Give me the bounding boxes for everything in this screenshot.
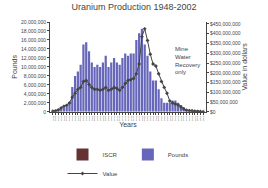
- svg-text:1984: 1984: [152, 115, 155, 121]
- svg-text:1972: 1972: [118, 115, 121, 121]
- svg-text:1957: 1957: [77, 115, 80, 121]
- svg-text:1958: 1958: [79, 115, 82, 121]
- svg-text:Pounds: Pounds: [11, 55, 18, 79]
- svg-text:MineWaterRecoveryonly: MineWaterRecoveryonly: [175, 46, 200, 75]
- svg-text:16,000,000: 16,000,000: [21, 37, 46, 43]
- svg-text:20,000,000: 20,000,000: [21, 19, 46, 25]
- svg-text:1965: 1965: [99, 115, 102, 121]
- svg-text:1982: 1982: [146, 115, 149, 121]
- svg-text:Value: Value: [103, 171, 119, 177]
- svg-text:1953: 1953: [65, 115, 68, 121]
- svg-text:2000: 2000: [196, 115, 199, 121]
- svg-text:2,000,000: 2,000,000: [24, 100, 46, 106]
- svg-text:Pounds: Pounds: [168, 152, 188, 158]
- svg-text:$450,000,000: $450,000,000: [210, 21, 241, 27]
- svg-text:1999: 1999: [194, 115, 197, 121]
- svg-text:1951: 1951: [60, 115, 63, 121]
- svg-text:4,000,000: 4,000,000: [24, 91, 46, 97]
- svg-text:1966: 1966: [102, 115, 105, 121]
- svg-text:1987: 1987: [160, 115, 163, 121]
- svg-text:1995: 1995: [182, 115, 185, 121]
- svg-text:1964: 1964: [96, 115, 99, 121]
- svg-text:Years: Years: [119, 121, 137, 128]
- svg-text:1954: 1954: [68, 115, 71, 121]
- svg-text:12,000,000: 12,000,000: [21, 55, 46, 61]
- svg-text:$250,000,000: $250,000,000: [210, 60, 241, 66]
- svg-text:1998: 1998: [191, 115, 194, 121]
- svg-text:1971: 1971: [116, 115, 119, 121]
- svg-text:0: 0: [43, 109, 46, 115]
- svg-text:1990: 1990: [169, 115, 172, 121]
- svg-text:1989: 1989: [166, 115, 169, 121]
- svg-text:$50,000,000: $50,000,000: [210, 99, 238, 105]
- svg-text:1992: 1992: [174, 115, 177, 121]
- svg-text:1976: 1976: [130, 115, 133, 121]
- svg-text:1977: 1977: [132, 115, 135, 121]
- svg-text:1997: 1997: [188, 115, 191, 121]
- svg-text:1996: 1996: [185, 115, 188, 121]
- svg-text:1967: 1967: [104, 115, 107, 121]
- svg-text:1974: 1974: [124, 115, 127, 121]
- svg-text:1956: 1956: [74, 115, 77, 121]
- svg-text:2002: 2002: [202, 115, 205, 121]
- svg-text:1993: 1993: [177, 115, 180, 121]
- svg-text:1952: 1952: [63, 115, 66, 121]
- svg-text:1994: 1994: [180, 115, 183, 121]
- svg-text:10,000,000: 10,000,000: [21, 64, 46, 70]
- svg-text:1949: 1949: [54, 115, 57, 121]
- svg-text:1991: 1991: [171, 115, 174, 121]
- svg-text:Value in dollars: Value in dollars: [241, 43, 248, 91]
- svg-text:1963: 1963: [93, 115, 96, 121]
- svg-text:18,000,000: 18,000,000: [21, 28, 46, 34]
- svg-text:$350,000,000: $350,000,000: [210, 40, 241, 46]
- svg-text:8,000,000: 8,000,000: [24, 73, 46, 79]
- svg-text:1973: 1973: [121, 115, 124, 121]
- svg-text:1969: 1969: [110, 115, 113, 121]
- svg-text:1960: 1960: [85, 115, 88, 121]
- svg-text:1950: 1950: [57, 115, 60, 121]
- svg-text:1979: 1979: [138, 115, 141, 121]
- svg-text:$0: $0: [210, 109, 216, 115]
- svg-text:1985: 1985: [155, 115, 158, 121]
- svg-text:1955: 1955: [71, 115, 74, 121]
- svg-text:2001: 2001: [199, 115, 202, 121]
- svg-text:1978: 1978: [135, 115, 138, 121]
- svg-text:ISCR: ISCR: [103, 152, 118, 158]
- svg-text:1988: 1988: [163, 115, 166, 121]
- svg-text:1983: 1983: [149, 115, 152, 121]
- svg-text:1962: 1962: [91, 115, 94, 121]
- svg-text:$300,000,000: $300,000,000: [210, 50, 241, 56]
- svg-text:$100,000,000: $100,000,000: [210, 89, 241, 95]
- svg-text:14,000,000: 14,000,000: [21, 46, 46, 52]
- svg-text:1986: 1986: [157, 115, 160, 121]
- svg-text:1961: 1961: [88, 115, 91, 121]
- svg-text:1970: 1970: [113, 115, 116, 121]
- svg-text:$400,000,000: $400,000,000: [210, 30, 241, 36]
- svg-text:6,000,000: 6,000,000: [24, 82, 46, 88]
- svg-text:$150,000,000: $150,000,000: [210, 79, 241, 85]
- svg-text:1980: 1980: [141, 115, 144, 121]
- svg-text:1968: 1968: [107, 115, 110, 121]
- svg-text:1959: 1959: [82, 115, 85, 121]
- svg-text:$200,000,000: $200,000,000: [210, 70, 241, 76]
- svg-text:1975: 1975: [127, 115, 130, 121]
- svg-text:Uranium Production 1948-2002: Uranium Production 1948-2002: [71, 2, 196, 12]
- svg-text:1948: 1948: [52, 115, 55, 121]
- svg-text:1981: 1981: [143, 115, 146, 121]
